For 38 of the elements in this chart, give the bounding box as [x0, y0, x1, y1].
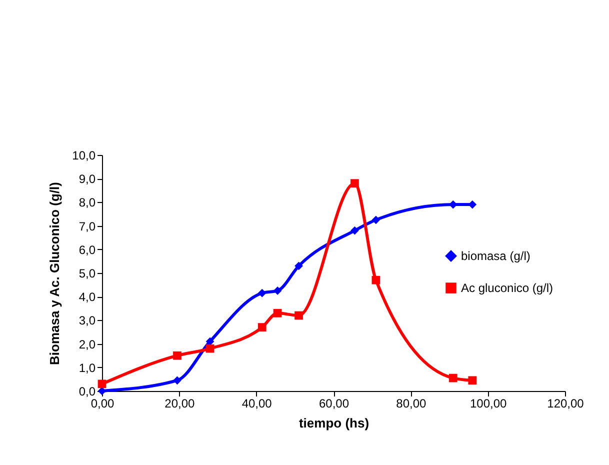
x-tick-label: 120,00: [547, 396, 584, 410]
point: [468, 376, 477, 385]
point: [273, 286, 282, 295]
point: [448, 374, 458, 382]
point: [273, 308, 282, 318]
point: [294, 262, 303, 270]
point: [350, 226, 359, 235]
x-tick-label: 20,00: [164, 396, 196, 410]
x-tick-label: 0,00: [90, 396, 114, 410]
y-tick-label: 9,0: [78, 172, 96, 186]
y-tick-label: 10,0: [72, 148, 96, 162]
legend-label: biomasa (g/l): [461, 249, 530, 263]
y-tick-label: 6,0: [78, 242, 96, 257]
point: [258, 288, 266, 298]
y-tick-label: 2,0: [78, 337, 96, 352]
point: [98, 380, 106, 388]
point: [350, 179, 359, 188]
x-axis-title: tiempo (hs): [298, 416, 370, 430]
y-tick-label: 5,0: [78, 266, 96, 280]
legend-label: Ac gluconico (g/l): [461, 281, 554, 295]
point: [173, 351, 182, 360]
x-tick-label: 40,00: [242, 396, 272, 410]
y-tick-label: 1,0: [78, 360, 96, 375]
x-tick-label: 80,00: [396, 396, 427, 410]
point: [294, 311, 303, 320]
y-tick-label: 3,0: [78, 314, 96, 328]
y-tick-label: 8,0: [78, 196, 96, 210]
point: [206, 344, 214, 353]
point: [372, 216, 380, 224]
point: [258, 323, 266, 332]
point: [173, 376, 182, 385]
x-tick-label: 60,00: [318, 396, 350, 410]
y-tick-label: 4,0: [78, 290, 96, 304]
y-tick-label: 7,0: [78, 219, 96, 234]
x-tick-label: 100,00: [470, 396, 508, 410]
point: [372, 276, 380, 284]
y-tick-label: 0,0: [78, 384, 96, 398]
y-axis-title: Biomasa y Ac. Gluconico (g/l): [47, 182, 62, 365]
